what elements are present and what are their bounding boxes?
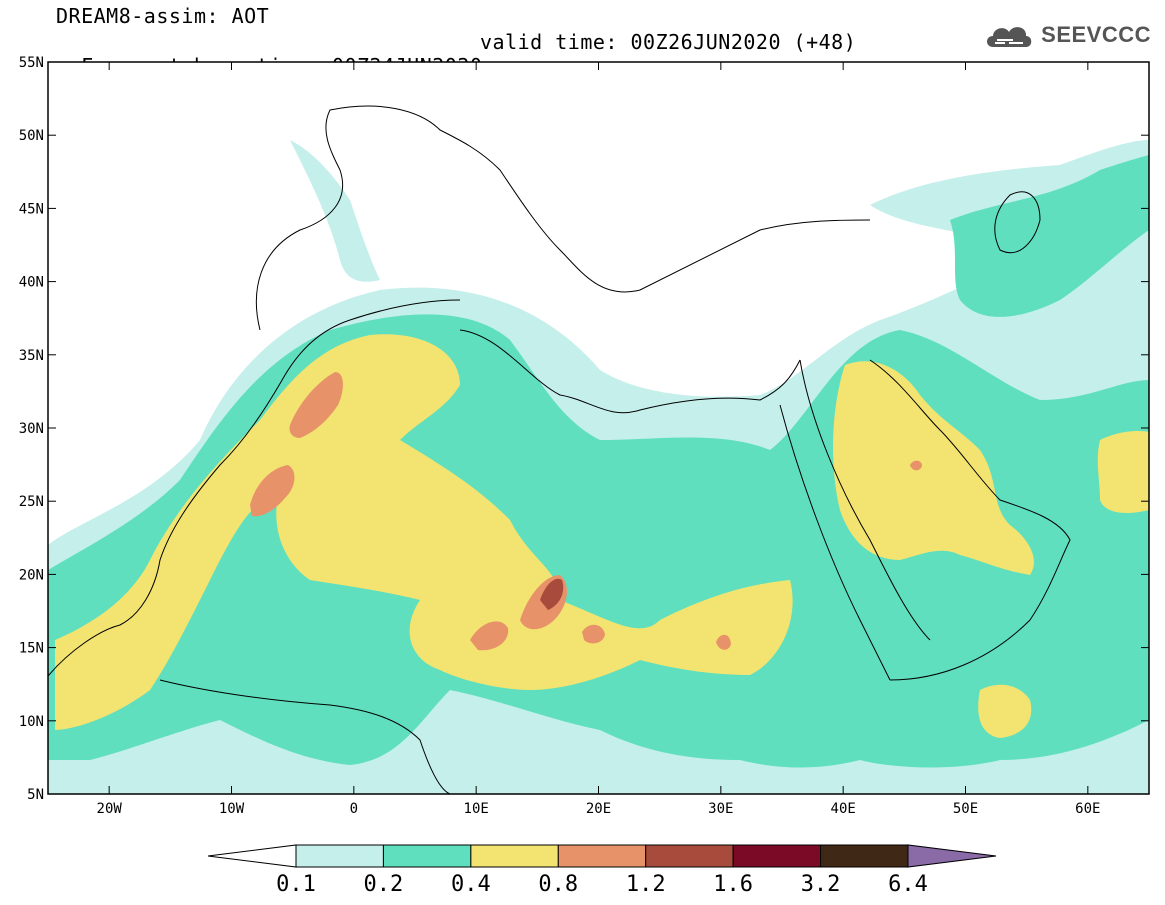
lat-tick-label: 10N bbox=[19, 714, 44, 730]
aot-band-very-high-sudan-east bbox=[716, 634, 731, 650]
lon-tick-label: 30E bbox=[708, 801, 733, 817]
map-title: DREAM8-assim: AOT bbox=[56, 4, 270, 28]
aot-band-very-high-atlas bbox=[289, 372, 343, 438]
aot-band-very-high-chad bbox=[470, 621, 509, 651]
coastline-caspian bbox=[994, 191, 1041, 254]
lon-tick-label: 10W bbox=[219, 801, 245, 817]
colorbar-label: 0.4 bbox=[451, 872, 491, 897]
aot-band-high-gulf bbox=[1097, 430, 1149, 513]
colorbar-segment bbox=[820, 844, 909, 868]
coastline-red-sea bbox=[779, 359, 931, 681]
coastline-arabia bbox=[869, 359, 1071, 681]
colorbar-label: 0.8 bbox=[538, 872, 578, 897]
coastline-europe bbox=[255, 105, 871, 331]
aot-band-mid-caspian bbox=[950, 155, 1149, 317]
map-axes: 55N 50N 45N 40N 35N 30N 25N 20N 15N 10N 5N 20W 10W 0 1… bbox=[19, 55, 1150, 817]
lon-tick-label: 60E bbox=[1075, 801, 1100, 817]
colorbar-label: 3.2 bbox=[801, 872, 841, 897]
lat-tick-label: 50N bbox=[19, 128, 44, 144]
aot-band-extreme bbox=[540, 578, 564, 610]
colorbar-segment bbox=[295, 844, 384, 868]
seevccc-logo: SEEVCCC bbox=[983, 18, 1151, 52]
aot-contour-field bbox=[48, 62, 1149, 794]
coastline-gulf-of-guinea bbox=[159, 679, 451, 794]
colorbar-under-arrow bbox=[207, 844, 297, 868]
colorbar-over-arrow bbox=[907, 844, 997, 868]
colorbar-segment bbox=[557, 844, 647, 868]
lon-tick-label: 0 bbox=[350, 801, 358, 817]
logo-text: SEEVCCC bbox=[1041, 22, 1151, 47]
aot-band-low-biscay bbox=[290, 140, 380, 282]
aot-band-very-high-chad-east bbox=[582, 624, 605, 644]
lon-tick-label: 50E bbox=[953, 801, 978, 817]
colorbar-segment bbox=[470, 844, 559, 868]
lon-tick-label: 10E bbox=[464, 801, 489, 817]
colorbar-label: 6.4 bbox=[888, 872, 928, 897]
lon-tick-label: 20E bbox=[586, 801, 611, 817]
colorbar-segment bbox=[382, 844, 472, 868]
aot-band-high bbox=[55, 334, 793, 730]
colorbar-segment bbox=[732, 844, 822, 868]
aot-band-very-high-west-sahara bbox=[250, 465, 295, 517]
lat-tick-label: 55N bbox=[19, 55, 44, 71]
colorbar-label: 1.2 bbox=[626, 872, 666, 897]
aot-band-very-high-iraq bbox=[910, 460, 922, 471]
aot-colorbar: 0.1 0.2 0.4 0.8 1.2 1.6 3.2 6.4 bbox=[207, 844, 997, 897]
lon-tick-label: 40E bbox=[831, 801, 856, 817]
colorbar-label: 0.2 bbox=[364, 872, 404, 897]
coastline-west-africa bbox=[48, 299, 461, 677]
lat-tick-label: 45N bbox=[19, 201, 44, 217]
colorbar-label: 1.6 bbox=[713, 872, 753, 897]
aot-band-high-oman bbox=[978, 684, 1032, 738]
lat-tick-label: 5N bbox=[27, 787, 44, 803]
cloud-icon bbox=[987, 27, 1032, 47]
colorbar-segment bbox=[645, 844, 734, 868]
lon-tick-label: 20W bbox=[97, 801, 123, 817]
colorbar-label: 0.1 bbox=[276, 872, 316, 897]
aot-band-high-arabia bbox=[833, 361, 1034, 575]
lat-tick-label: 15N bbox=[19, 641, 44, 657]
lat-tick-label: 40N bbox=[19, 275, 44, 291]
coastlines bbox=[48, 105, 1071, 794]
coastline-med-south bbox=[459, 329, 801, 414]
lat-tick-label: 30N bbox=[19, 421, 44, 437]
valid-time: valid time: 00Z26JUN2020 (+48) bbox=[480, 30, 857, 54]
lat-tick-label: 35N bbox=[19, 348, 44, 364]
lat-tick-label: 20N bbox=[19, 567, 44, 583]
lat-tick-label: 25N bbox=[19, 494, 44, 510]
